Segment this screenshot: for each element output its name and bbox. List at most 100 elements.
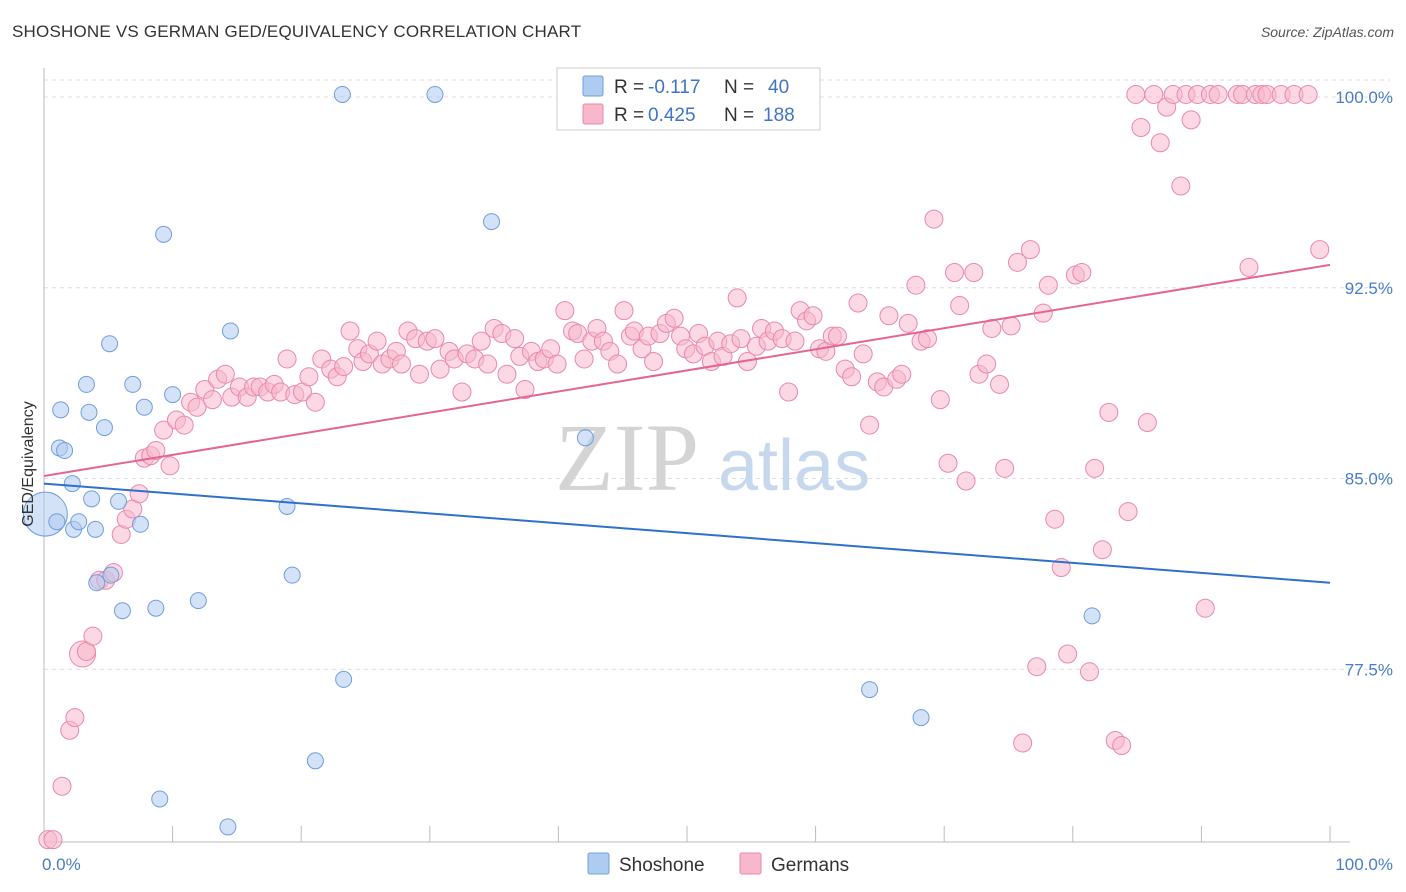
germans-point bbox=[1298, 84, 1318, 104]
shoshone-trend-line bbox=[43, 482, 1331, 584]
germans-point bbox=[1171, 176, 1191, 196]
y-axis-label: GED/Equivalency bbox=[20, 401, 37, 526]
bottom-legend-label-germans: Germans bbox=[771, 855, 849, 876]
y-tick-label: 77.5% bbox=[1345, 660, 1393, 679]
germans-point bbox=[410, 364, 430, 384]
germans-point bbox=[995, 458, 1015, 478]
shoshone-point bbox=[1083, 607, 1101, 625]
legend-r-label-germans: R = bbox=[614, 105, 644, 126]
legend-swatch-shoshone bbox=[582, 75, 604, 97]
germans-point bbox=[950, 296, 970, 316]
x-tick-label-min: 0.0% bbox=[42, 855, 81, 874]
germans-point bbox=[827, 326, 847, 346]
germans-point bbox=[1027, 657, 1047, 677]
germans-point bbox=[43, 830, 63, 850]
y-tick-labels: 77.5% 85.0% 92.5% 100.0% bbox=[1335, 88, 1393, 679]
germans-point bbox=[785, 331, 805, 351]
shoshone-point bbox=[86, 520, 104, 538]
shoshone-point bbox=[426, 85, 444, 103]
legend[interactable]: R = -0.117 N = 40 R = 0.425 N = 188 bbox=[556, 67, 821, 131]
germans-point bbox=[160, 456, 180, 476]
y-tick-label: 85.0% bbox=[1345, 470, 1393, 489]
germans-point bbox=[334, 357, 354, 377]
germans-point bbox=[1072, 262, 1092, 282]
shoshone-point bbox=[110, 492, 128, 510]
legend-swatch-germans bbox=[582, 103, 604, 125]
germans-point bbox=[1020, 240, 1040, 260]
germans-point bbox=[1008, 252, 1028, 272]
bottom-legend[interactable]: Shoshone Germans bbox=[587, 852, 849, 876]
shoshone-point bbox=[135, 398, 153, 416]
shoshone-point bbox=[77, 375, 95, 393]
germans-point bbox=[174, 415, 194, 435]
shoshone-point bbox=[52, 401, 70, 419]
shoshone-point bbox=[306, 752, 324, 770]
germans-point bbox=[425, 329, 445, 349]
shoshone-point bbox=[219, 818, 237, 836]
germans-point bbox=[65, 708, 85, 728]
shoshone-point bbox=[151, 790, 169, 808]
germans-point bbox=[906, 275, 926, 295]
watermark: ZIP atlas bbox=[555, 404, 870, 511]
germans-point bbox=[478, 354, 498, 374]
legend-n-label-germans: N = bbox=[724, 105, 754, 126]
germans-point bbox=[727, 288, 747, 308]
germans-point bbox=[1310, 240, 1330, 260]
germans-point bbox=[608, 354, 628, 374]
germans-point bbox=[614, 301, 634, 321]
bottom-legend-label-shoshone: Shoshone bbox=[619, 855, 705, 876]
germans-point bbox=[430, 359, 450, 379]
germans-point bbox=[853, 344, 873, 364]
germans-point bbox=[1144, 84, 1164, 104]
germans-point bbox=[305, 392, 325, 412]
germans-point bbox=[1058, 644, 1078, 664]
germans-point bbox=[1181, 110, 1201, 130]
shoshone-point bbox=[164, 386, 182, 404]
shoshone-point bbox=[88, 574, 106, 592]
germans-point bbox=[779, 382, 799, 402]
germans-point bbox=[842, 367, 862, 387]
germans-trend-line bbox=[43, 263, 1331, 477]
legend-n-value-shoshone: 40 bbox=[768, 77, 789, 98]
shoshone-point bbox=[483, 213, 501, 231]
trend-lines bbox=[43, 263, 1331, 584]
y-tick-label: 100.0% bbox=[1335, 88, 1393, 107]
germans-point bbox=[299, 367, 319, 387]
shoshone-point bbox=[131, 515, 149, 533]
germans-point bbox=[471, 331, 491, 351]
germans-point bbox=[848, 293, 868, 313]
germans-point bbox=[497, 364, 517, 384]
shoshone-point bbox=[56, 442, 74, 460]
germans-points bbox=[38, 84, 1330, 850]
germans-point bbox=[1137, 413, 1157, 433]
shoshone-point bbox=[861, 681, 879, 699]
germans-point bbox=[644, 352, 664, 372]
germans-point bbox=[1195, 598, 1215, 618]
shoshone-point bbox=[48, 513, 66, 531]
germans-point bbox=[860, 415, 880, 435]
x-tick-label-max: 100.0% bbox=[1335, 855, 1393, 874]
shoshone-point bbox=[576, 429, 594, 447]
shoshone-point bbox=[102, 566, 120, 584]
shoshone-point bbox=[113, 602, 131, 620]
germans-point bbox=[956, 471, 976, 491]
shoshone-point bbox=[147, 599, 165, 617]
germans-point bbox=[1080, 662, 1100, 682]
germans-point bbox=[879, 306, 899, 326]
shoshone-point bbox=[95, 419, 113, 437]
germans-point bbox=[154, 420, 174, 440]
germans-point bbox=[515, 379, 535, 399]
shoshone-point bbox=[283, 566, 301, 584]
legend-r-value-shoshone: -0.117 bbox=[648, 77, 700, 98]
germans-point bbox=[1099, 402, 1119, 422]
shoshone-point bbox=[335, 670, 353, 688]
germans-point bbox=[1112, 736, 1132, 756]
germans-point bbox=[574, 349, 594, 369]
bottom-legend-swatch-germans bbox=[739, 852, 762, 875]
shoshone-point bbox=[80, 403, 98, 421]
germans-point bbox=[129, 484, 149, 504]
legend-n-value-germans: 188 bbox=[763, 105, 795, 126]
watermark-zip: ZIP bbox=[555, 404, 699, 511]
chart-title: SHOSHONE VS GERMAN GED/EQUIVALENCY CORRE… bbox=[12, 22, 582, 41]
